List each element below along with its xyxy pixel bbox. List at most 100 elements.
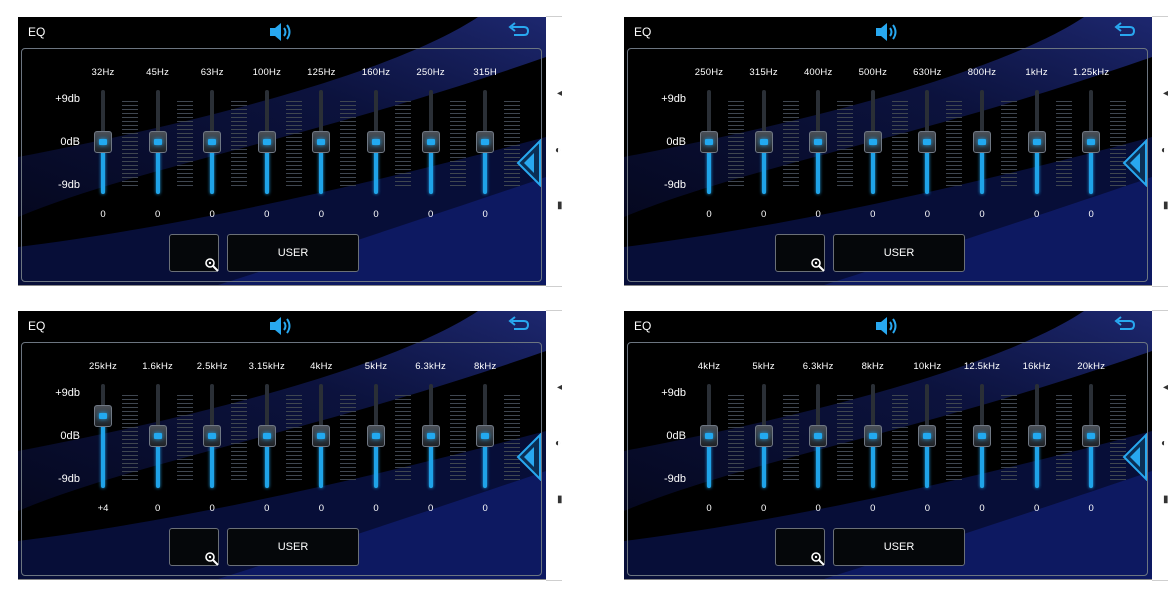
speaker-icon[interactable]	[268, 20, 294, 44]
slider-knob[interactable]	[918, 425, 937, 447]
band-value-label: 0	[1088, 209, 1094, 220]
slider-knob[interactable]	[700, 131, 718, 153]
slider-knob[interactable]	[863, 131, 882, 153]
band-value-label: 0	[482, 209, 488, 220]
slider-knob[interactable]	[973, 425, 991, 447]
eq-band-slider[interactable]	[476, 384, 495, 488]
zoom-button[interactable]	[775, 528, 825, 566]
zoom-button[interactable]	[169, 234, 219, 272]
eq-band-slider[interactable]	[367, 90, 385, 194]
eq-band-slider[interactable]	[1027, 90, 1046, 194]
slider-knob[interactable]	[312, 425, 331, 447]
eq-band-slider[interactable]	[918, 384, 937, 488]
slider-knob[interactable]	[312, 131, 331, 153]
slider-knob[interactable]	[754, 425, 773, 447]
eq-band-slider[interactable]	[312, 384, 331, 488]
edge-bar-icon: ▮	[557, 494, 563, 505]
back-arrow-icon[interactable]	[1114, 22, 1136, 40]
slider-knob[interactable]	[809, 131, 828, 153]
band-frequency-label: 500Hz	[858, 67, 888, 78]
slider-knob[interactable]	[476, 425, 495, 447]
tick-scale	[231, 395, 248, 483]
slider-knob[interactable]	[476, 131, 495, 153]
speaker-icon[interactable]	[874, 20, 900, 44]
eq-band-slider[interactable]	[700, 90, 718, 194]
left-arrow-icon[interactable]	[516, 432, 542, 482]
slider-knob[interactable]	[973, 131, 991, 153]
slider-knob[interactable]	[257, 131, 276, 153]
slider-knob[interactable]	[1082, 131, 1101, 153]
edge-divider	[546, 16, 562, 17]
eq-band-slider[interactable]	[973, 384, 991, 488]
left-arrow-icon[interactable]	[1122, 138, 1148, 188]
speaker-icon[interactable]	[268, 314, 294, 338]
eq-band-slider[interactable]	[421, 90, 440, 194]
eq-band-slider[interactable]	[148, 384, 167, 488]
user-preset-button[interactable]: USER	[227, 234, 359, 272]
band-frequency-label: 800Hz	[967, 67, 997, 78]
slider-knob[interactable]	[148, 131, 167, 153]
eq-band-slider[interactable]	[700, 384, 718, 488]
slider-knob[interactable]	[1027, 425, 1046, 447]
eq-band-slider[interactable]	[94, 384, 112, 488]
slider-knob[interactable]	[1027, 131, 1046, 153]
user-preset-button[interactable]: USER	[227, 528, 359, 566]
band-frequency-label: 2.5kHz	[196, 361, 228, 372]
slider-knob[interactable]	[148, 425, 167, 447]
eq-band-slider[interactable]	[1082, 90, 1101, 194]
eq-band-slider[interactable]	[754, 384, 773, 488]
eq-band-slider[interactable]	[476, 90, 495, 194]
left-arrow-icon[interactable]	[1122, 432, 1148, 482]
eq-band-slider[interactable]	[1027, 384, 1046, 488]
left-arrow-icon[interactable]	[516, 138, 542, 188]
edge-bar-icon: ▮	[1163, 494, 1169, 505]
slider-knob[interactable]	[809, 425, 828, 447]
user-preset-button[interactable]: USER	[833, 528, 965, 566]
eq-band-slider[interactable]	[94, 90, 112, 194]
slider-knob[interactable]	[367, 131, 385, 153]
eq-band-slider[interactable]	[754, 90, 773, 194]
eq-frame	[627, 342, 1148, 576]
slider-knob[interactable]	[367, 425, 385, 447]
eq-band-slider[interactable]	[257, 384, 276, 488]
slider-knob[interactable]	[863, 425, 882, 447]
eq-band-slider[interactable]	[973, 90, 991, 194]
slider-knob[interactable]	[421, 131, 440, 153]
slider-fill	[264, 436, 269, 488]
slider-knob[interactable]	[1082, 425, 1101, 447]
eq-band-slider[interactable]	[1082, 384, 1101, 488]
eq-band-slider[interactable]	[863, 384, 882, 488]
eq-band-slider[interactable]	[312, 90, 331, 194]
user-preset-button[interactable]: USER	[833, 234, 965, 272]
band-value-label: 0	[318, 209, 325, 220]
slider-knob[interactable]	[257, 425, 276, 447]
slider-knob[interactable]	[700, 425, 718, 447]
eq-band-slider[interactable]	[863, 90, 882, 194]
slider-fill	[707, 142, 711, 194]
slider-knob[interactable]	[203, 425, 222, 447]
zoom-button[interactable]	[775, 234, 825, 272]
eq-band-slider[interactable]	[367, 384, 385, 488]
slider-knob[interactable]	[754, 131, 773, 153]
eq-band-slider[interactable]	[918, 90, 937, 194]
slider-knob[interactable]	[94, 131, 112, 153]
eq-band-slider[interactable]	[257, 90, 276, 194]
eq-band-slider[interactable]	[809, 90, 828, 194]
speaker-icon[interactable]	[874, 314, 900, 338]
eq-band-slider[interactable]	[203, 90, 222, 194]
slider-fill	[319, 436, 324, 488]
eq-band-slider[interactable]	[421, 384, 440, 488]
eq-band-slider[interactable]	[203, 384, 222, 488]
back-arrow-icon[interactable]	[508, 316, 530, 334]
slider-knob[interactable]	[203, 131, 222, 153]
slider-fill	[1089, 142, 1094, 194]
eq-band-slider[interactable]	[148, 90, 167, 194]
slider-knob[interactable]	[421, 425, 440, 447]
zoom-button[interactable]	[169, 528, 219, 566]
eq-band-slider[interactable]	[809, 384, 828, 488]
band-value-label: 0	[264, 503, 270, 514]
back-arrow-icon[interactable]	[1114, 316, 1136, 334]
slider-knob[interactable]	[918, 131, 937, 153]
slider-knob[interactable]	[94, 405, 112, 428]
back-arrow-icon[interactable]	[508, 22, 530, 40]
